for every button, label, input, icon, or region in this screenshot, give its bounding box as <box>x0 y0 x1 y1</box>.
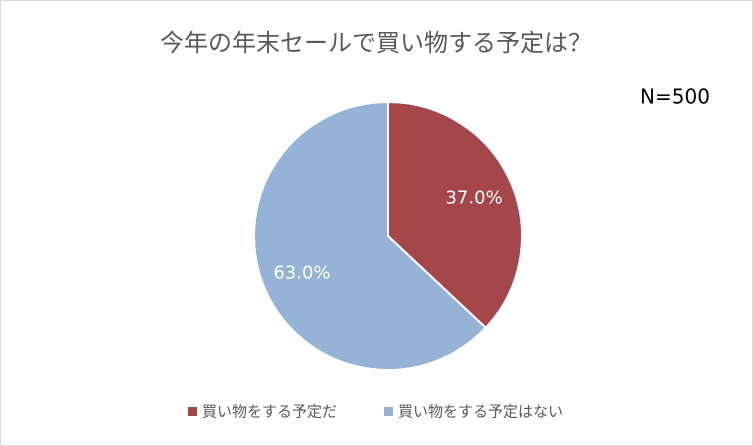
data-label: 37.0% <box>445 188 502 209</box>
legend-swatch <box>188 407 197 416</box>
annotation: N=500 <box>640 85 710 109</box>
legend-swatch <box>384 407 393 416</box>
chart-title: 今年の年末セールで買い物する予定は？ <box>160 29 592 57</box>
pie-slice <box>387 100 523 330</box>
data-label: 63.0% <box>273 262 330 283</box>
pie-slice <box>253 100 488 371</box>
legend-label: 買い物をする予定はない <box>398 403 563 421</box>
legend-label: 買い物をする予定だ <box>202 403 337 421</box>
